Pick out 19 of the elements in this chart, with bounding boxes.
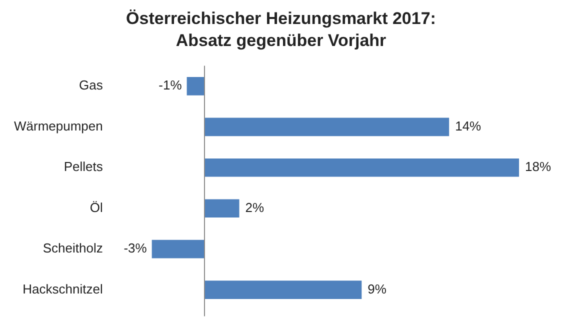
y-tick-label: Hackschnitzel xyxy=(22,281,103,296)
data-label: -3% xyxy=(124,240,148,256)
bar xyxy=(204,280,362,299)
data-label: -1% xyxy=(158,78,182,93)
y-tick-label: Pellets xyxy=(64,159,104,174)
chart-title: Österreichischer Heizungsmarkt 2017: Absatz gegenüber Vorjahr xyxy=(125,8,437,52)
data-label: 14% xyxy=(455,118,482,134)
y-tick-label: Scheitholz xyxy=(42,240,103,256)
y-tick-label: Gas xyxy=(79,78,104,93)
data-label: 2% xyxy=(245,200,264,215)
data-label: 9% xyxy=(368,281,387,296)
y-tick-label: Wärmepumpen xyxy=(14,118,103,134)
y-tick-label: Öl xyxy=(90,200,103,215)
bar xyxy=(204,118,450,136)
bar xyxy=(186,77,204,96)
bar xyxy=(204,199,240,218)
data-label: 18% xyxy=(525,159,552,174)
bar xyxy=(152,240,204,258)
bar xyxy=(204,158,520,177)
